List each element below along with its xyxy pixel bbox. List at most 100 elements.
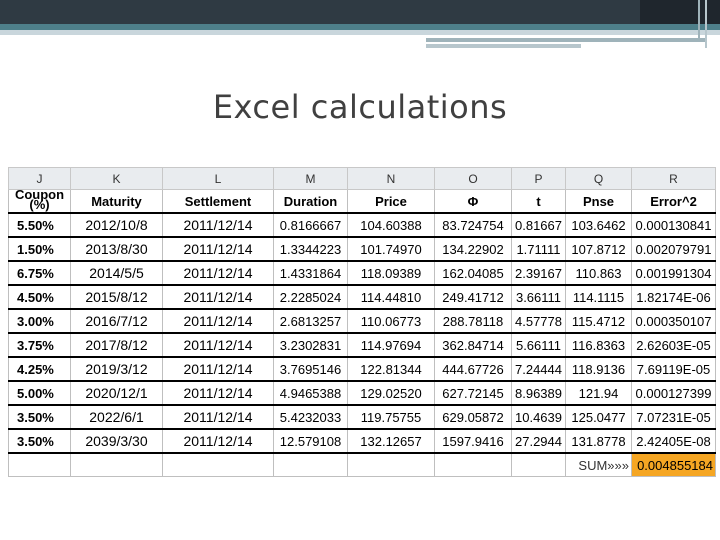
settlement-cell[interactable]: 2011/12/14 (162, 404, 274, 430)
column-letter[interactable]: J (8, 167, 71, 190)
column-letter[interactable]: M (273, 167, 348, 190)
price-cell[interactable]: 118.09389 (347, 260, 435, 286)
phi-cell[interactable]: 249.41712 (434, 284, 512, 310)
header-coupon[interactable]: Coupon (%) (8, 189, 71, 214)
header-pnse[interactable]: Pnse (565, 189, 632, 214)
settlement-cell[interactable]: 2011/12/14 (162, 236, 274, 262)
price-cell[interactable]: 101.74970 (347, 236, 435, 262)
phi-cell[interactable]: 134.22902 (434, 236, 512, 262)
coupon-cell[interactable]: 1.50% (8, 236, 71, 262)
duration-cell[interactable]: 1.3344223 (273, 236, 348, 262)
t-cell[interactable]: 4.57778 (511, 308, 566, 334)
maturity-cell[interactable]: 2015/8/12 (70, 284, 163, 310)
maturity-cell[interactable]: 2039/3/30 (70, 428, 163, 454)
column-letter[interactable]: Q (565, 167, 632, 190)
maturity-cell[interactable]: 2020/12/1 (70, 380, 163, 406)
duration-cell[interactable]: 2.2285024 (273, 284, 348, 310)
error-cell[interactable]: 1.82174E-06 (631, 284, 716, 310)
column-letter[interactable]: L (162, 167, 274, 190)
price-cell[interactable]: 132.12657 (347, 428, 435, 454)
maturity-cell[interactable]: 2013/8/30 (70, 236, 163, 262)
coupon-cell[interactable]: 5.00% (8, 380, 71, 406)
coupon-cell[interactable]: 3.00% (8, 308, 71, 334)
settlement-cell[interactable]: 2011/12/14 (162, 380, 274, 406)
column-letter[interactable]: O (434, 167, 512, 190)
empty-cell[interactable] (347, 452, 435, 477)
price-cell[interactable]: 122.81344 (347, 356, 435, 382)
t-cell[interactable]: 7.24444 (511, 356, 566, 382)
column-letter[interactable]: K (70, 167, 163, 190)
settlement-cell[interactable]: 2011/12/14 (162, 308, 274, 334)
t-cell[interactable]: 0.81667 (511, 212, 566, 238)
header-settlement[interactable]: Settlement (162, 189, 274, 214)
pnse-cell[interactable]: 125.0477 (565, 404, 632, 430)
phi-cell[interactable]: 629.05872 (434, 404, 512, 430)
coupon-cell[interactable]: 4.25% (8, 356, 71, 382)
header-phi[interactable]: Φ (434, 189, 512, 214)
maturity-cell[interactable]: 2012/10/8 (70, 212, 163, 238)
maturity-cell[interactable]: 2016/7/12 (70, 308, 163, 334)
empty-cell[interactable] (8, 452, 71, 477)
error-cell[interactable]: 7.07231E-05 (631, 404, 716, 430)
maturity-cell[interactable]: 2017/8/12 (70, 332, 163, 358)
duration-cell[interactable]: 5.4232033 (273, 404, 348, 430)
pnse-cell[interactable]: 131.8778 (565, 428, 632, 454)
t-cell[interactable]: 2.39167 (511, 260, 566, 286)
coupon-cell[interactable]: 3.50% (8, 404, 71, 430)
settlement-cell[interactable]: 2011/12/14 (162, 356, 274, 382)
pnse-cell[interactable]: 114.1115 (565, 284, 632, 310)
error-cell[interactable]: 2.62603E-05 (631, 332, 716, 358)
t-cell[interactable]: 27.2944 (511, 428, 566, 454)
settlement-cell[interactable]: 2011/12/14 (162, 284, 274, 310)
column-letter[interactable]: R (631, 167, 716, 190)
empty-cell[interactable] (273, 452, 348, 477)
error-cell[interactable]: 0.000130841 (631, 212, 716, 238)
phi-cell[interactable]: 362.84714 (434, 332, 512, 358)
price-cell[interactable]: 104.60388 (347, 212, 435, 238)
duration-cell[interactable]: 3.2302831 (273, 332, 348, 358)
header-t[interactable]: t (511, 189, 566, 214)
coupon-cell[interactable]: 4.50% (8, 284, 71, 310)
phi-cell[interactable]: 83.724754 (434, 212, 512, 238)
price-cell[interactable]: 110.06773 (347, 308, 435, 334)
pnse-cell[interactable]: 110.863 (565, 260, 632, 286)
settlement-cell[interactable]: 2011/12/14 (162, 212, 274, 238)
sum-label-cell[interactable]: SUM»»» (565, 452, 632, 477)
maturity-cell[interactable]: 2022/6/1 (70, 404, 163, 430)
duration-cell[interactable]: 1.4331864 (273, 260, 348, 286)
empty-cell[interactable] (70, 452, 163, 477)
coupon-cell[interactable]: 5.50% (8, 212, 71, 238)
pnse-cell[interactable]: 107.8712 (565, 236, 632, 262)
price-cell[interactable]: 129.02520 (347, 380, 435, 406)
settlement-cell[interactable]: 2011/12/14 (162, 428, 274, 454)
phi-cell[interactable]: 162.04085 (434, 260, 512, 286)
price-cell[interactable]: 114.44810 (347, 284, 435, 310)
phi-cell[interactable]: 288.78118 (434, 308, 512, 334)
t-cell[interactable]: 8.96389 (511, 380, 566, 406)
empty-cell[interactable] (511, 452, 566, 477)
error-cell[interactable]: 0.002079791 (631, 236, 716, 262)
column-letter[interactable]: N (347, 167, 435, 190)
t-cell[interactable]: 3.66111 (511, 284, 566, 310)
settlement-cell[interactable]: 2011/12/14 (162, 332, 274, 358)
price-cell[interactable]: 119.75755 (347, 404, 435, 430)
phi-cell[interactable]: 627.72145 (434, 380, 512, 406)
error-cell[interactable]: 0.001991304 (631, 260, 716, 286)
maturity-cell[interactable]: 2019/3/12 (70, 356, 163, 382)
price-cell[interactable]: 114.97694 (347, 332, 435, 358)
duration-cell[interactable]: 4.9465388 (273, 380, 348, 406)
error-cell[interactable]: 0.000127399 (631, 380, 716, 406)
pnse-cell[interactable]: 103.6462 (565, 212, 632, 238)
empty-cell[interactable] (162, 452, 274, 477)
empty-cell[interactable] (434, 452, 512, 477)
duration-cell[interactable]: 3.7695146 (273, 356, 348, 382)
header-maturity[interactable]: Maturity (70, 189, 163, 214)
pnse-cell[interactable]: 115.4712 (565, 308, 632, 334)
error-cell[interactable]: 2.42405E-08 (631, 428, 716, 454)
header-price[interactable]: Price (347, 189, 435, 214)
pnse-cell[interactable]: 121.94 (565, 380, 632, 406)
duration-cell[interactable]: 0.8166667 (273, 212, 348, 238)
error-cell[interactable]: 7.69119E-05 (631, 356, 716, 382)
coupon-cell[interactable]: 3.75% (8, 332, 71, 358)
header-error[interactable]: Error^2 (631, 189, 716, 214)
